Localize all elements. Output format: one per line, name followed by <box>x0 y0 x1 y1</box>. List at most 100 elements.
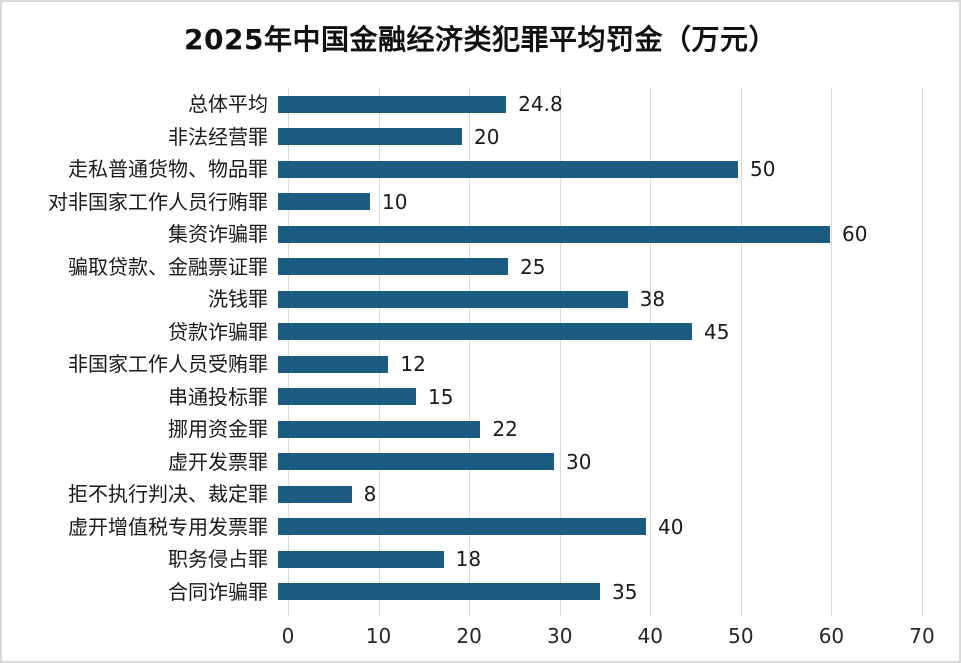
bar <box>278 193 370 211</box>
category-label: 非法经营罪 <box>168 124 268 149</box>
bar-row: 拒不执行判决、裁定罪 8 <box>2 478 959 511</box>
gridline <box>740 88 742 616</box>
x-tick-label: 10 <box>365 624 392 648</box>
value-label: 24.8 <box>518 92 563 117</box>
bar-row: 走私普通货物、物品罪 50 <box>2 153 959 186</box>
bar-row: 对非国家工作人员行贿罪 10 <box>2 186 959 219</box>
value-label: 40 <box>658 514 684 539</box>
value-label: 45 <box>704 319 730 344</box>
gridline <box>922 88 923 616</box>
bar <box>278 160 738 178</box>
bar <box>278 258 508 276</box>
gridline <box>831 88 833 616</box>
value-label: 60 <box>842 222 868 247</box>
value-label: 8 <box>363 482 377 507</box>
x-tick-label: 60 <box>818 624 845 648</box>
x-tick-label: 50 <box>728 624 754 648</box>
bar-track: 24.8 <box>278 88 922 121</box>
x-tick-label: 40 <box>637 624 664 648</box>
bar-track: 60 <box>278 218 922 251</box>
bar-row: 贷款诈骗罪 45 <box>2 316 959 349</box>
bar-row: 洗钱罪 38 <box>2 283 959 316</box>
bar-track: 20 <box>278 121 922 154</box>
category-label: 骗取贷款、金融票证罪 <box>68 254 268 279</box>
bar <box>278 290 628 308</box>
bar-track: 18 <box>278 543 922 576</box>
bar-row: 总体平均 24.8 <box>2 88 959 121</box>
value-label: 22 <box>492 417 518 442</box>
bar <box>278 95 507 113</box>
bar <box>278 453 554 471</box>
category-label: 总体平均 <box>188 92 268 117</box>
x-axis: 0 10 20 30 40 50 60 70 <box>282 616 935 656</box>
bar-track: 50 <box>278 153 922 186</box>
category-label: 走私普通货物、物品罪 <box>68 157 268 182</box>
bar-row: 职务侵占罪 18 <box>2 543 959 576</box>
bar <box>278 323 692 341</box>
bar-row: 挪用资金罪 22 <box>2 413 959 446</box>
bar-track: 38 <box>278 283 922 316</box>
category-label: 挪用资金罪 <box>168 417 268 442</box>
value-label: 15 <box>428 384 454 409</box>
value-label: 20 <box>474 124 500 149</box>
gridline <box>288 88 289 616</box>
bar <box>278 355 389 373</box>
bar-track: 15 <box>278 381 922 414</box>
bar <box>278 420 481 438</box>
bar-row: 非国家工作人员受贿罪 12 <box>2 348 959 381</box>
category-label: 对非国家工作人员行贿罪 <box>48 189 268 214</box>
value-label: 50 <box>750 157 776 182</box>
bar-track: 25 <box>278 251 922 284</box>
bar-track: 8 <box>278 478 922 511</box>
category-label: 串通投标罪 <box>168 384 268 409</box>
category-label: 拒不执行判决、裁定罪 <box>68 482 268 507</box>
value-label: 35 <box>612 579 638 604</box>
x-tick-label: 30 <box>546 624 573 648</box>
bar-row: 虚开增值税专用发票罪 40 <box>2 511 959 544</box>
bar-track: 22 <box>278 413 922 446</box>
value-label: 30 <box>566 449 592 474</box>
bar-track: 10 <box>278 186 922 219</box>
bar <box>278 550 444 568</box>
bar <box>278 388 416 406</box>
bar-row: 集资诈骗罪 60 <box>2 218 959 251</box>
bar-row: 虚开发票罪 30 <box>2 446 959 479</box>
value-label: 18 <box>455 547 482 572</box>
category-label: 集资诈骗罪 <box>168 222 268 247</box>
value-label: 10 <box>382 189 408 214</box>
bar <box>278 583 600 601</box>
category-label: 虚开发票罪 <box>168 449 268 474</box>
bar <box>278 128 462 146</box>
bar-track: 45 <box>278 316 922 349</box>
gridline <box>378 88 380 616</box>
category-label: 贷款诈骗罪 <box>168 319 268 344</box>
value-label: 12 <box>400 352 426 377</box>
bar-row: 骗取贷款、金融票证罪 25 <box>2 251 959 284</box>
x-tick-label: 20 <box>456 624 482 648</box>
gridline <box>469 88 471 616</box>
bar-track: 35 <box>278 576 922 609</box>
gridline <box>650 88 652 616</box>
category-label: 虚开增值税专用发票罪 <box>68 514 268 539</box>
category-label: 洗钱罪 <box>208 287 268 312</box>
category-label: 合同诈骗罪 <box>168 579 268 604</box>
bar-track: 12 <box>278 348 922 381</box>
gridlines <box>288 88 923 616</box>
chart-title: 2025年中国金融经济类犯罪平均罚金（万元） <box>184 23 777 56</box>
plot-area: 总体平均 24.8 非法经营罪 20 走私普通货物、物品罪 50 对非国家工作人员行贿罪 10… <box>2 88 959 616</box>
bar-row: 串通投标罪 15 <box>2 381 959 414</box>
bar <box>278 225 830 243</box>
x-tick-label: 70 <box>909 624 935 648</box>
bar-track: 30 <box>278 446 922 479</box>
x-tick-label: 0 <box>281 624 295 648</box>
value-label: 38 <box>639 287 666 312</box>
bar-track: 40 <box>278 511 922 544</box>
bar-row: 合同诈骗罪 35 <box>2 576 959 609</box>
bar <box>278 518 646 536</box>
bar <box>278 485 352 503</box>
category-label: 非国家工作人员受贿罪 <box>68 352 268 377</box>
value-label: 25 <box>520 254 546 279</box>
category-label: 职务侵占罪 <box>168 547 268 572</box>
gridline <box>559 88 561 616</box>
